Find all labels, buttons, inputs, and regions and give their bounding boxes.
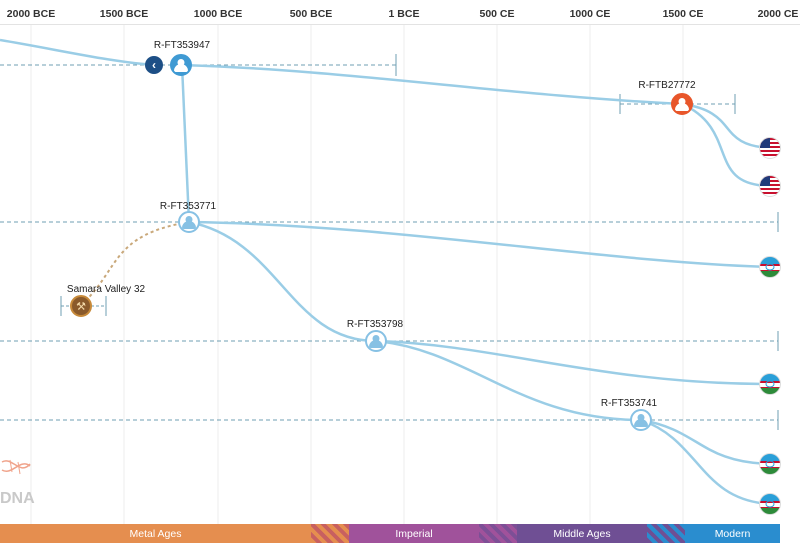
node-label-r-ft353741: R-FT353741	[600, 398, 658, 409]
person-icon	[372, 335, 380, 342]
tick-1bce: 1 BCE	[388, 8, 420, 20]
confidence-intervals	[0, 64, 778, 421]
tick-1000bce: 1000 BCE	[193, 8, 243, 20]
node-r-ft353741[interactable]	[630, 409, 652, 431]
flag-kosovo-icon[interactable]	[759, 493, 781, 515]
node-r-ft353947[interactable]	[170, 54, 192, 76]
chevron-left-icon[interactable]: ‹	[145, 56, 163, 74]
node-label-r-ft353947: R-FT353947	[153, 40, 211, 51]
person-icon	[185, 216, 193, 223]
node-label-r-ftb27772: R-FTB27772	[638, 80, 696, 91]
node-label-r-ft353798: R-FT353798	[346, 319, 404, 330]
tick-2000ce: 2000 CE	[757, 8, 799, 20]
tick-500bce: 500 BCE	[289, 8, 333, 20]
back-button-glyph: ‹	[152, 58, 156, 72]
era-transition-1	[311, 524, 349, 543]
dna-logo-text: DNA	[0, 490, 35, 507]
tick-500ce: 500 CE	[479, 8, 515, 20]
node-r-ftb27772[interactable]	[671, 93, 693, 115]
node-r-ft353798[interactable]	[365, 330, 387, 352]
tick-1500ce: 1500 CE	[662, 8, 704, 20]
tick-1000ce: 1000 CE	[569, 8, 611, 20]
ancient-sample-label: Samara Valley 32	[66, 284, 146, 295]
era-bar: Metal Ages Imperial Middle Ages Modern	[0, 524, 800, 543]
branches	[0, 38, 771, 506]
flag-kosovo-icon[interactable]	[759, 453, 781, 475]
person-icon	[678, 98, 686, 105]
gridlines	[30, 24, 684, 524]
era-transition-2	[479, 524, 517, 543]
ancient-sample-samara-valley-32[interactable]: ⚒	[70, 295, 92, 317]
tick-1500bce: 1500 BCE	[99, 8, 149, 20]
person-icon	[177, 59, 185, 66]
era-transition-3	[647, 524, 685, 543]
era-imperial[interactable]: Imperial	[349, 524, 479, 543]
dna-helix-icon	[1, 459, 31, 475]
tick-2000bce: 2000 BCE	[6, 8, 56, 20]
person-icon	[637, 414, 645, 421]
timeline-axis: 2000 BCE 1500 BCE 1000 BCE 500 BCE 1 BCE…	[0, 0, 800, 25]
shovel-icon: ⚒	[76, 300, 86, 313]
interval-end-caps	[60, 54, 779, 430]
flag-kosovo-icon[interactable]	[759, 256, 781, 278]
flag-united-states-icon[interactable]	[759, 175, 781, 197]
flag-kosovo-icon[interactable]	[759, 373, 781, 395]
flag-united-states-icon[interactable]	[759, 137, 781, 159]
node-r-ft353771[interactable]	[178, 211, 200, 233]
era-modern[interactable]: Modern	[685, 524, 780, 543]
era-metal-ages[interactable]: Metal Ages	[0, 524, 311, 543]
node-label-r-ft353771: R-FT353771	[159, 201, 217, 212]
era-middle-ages[interactable]: Middle Ages	[517, 524, 647, 543]
